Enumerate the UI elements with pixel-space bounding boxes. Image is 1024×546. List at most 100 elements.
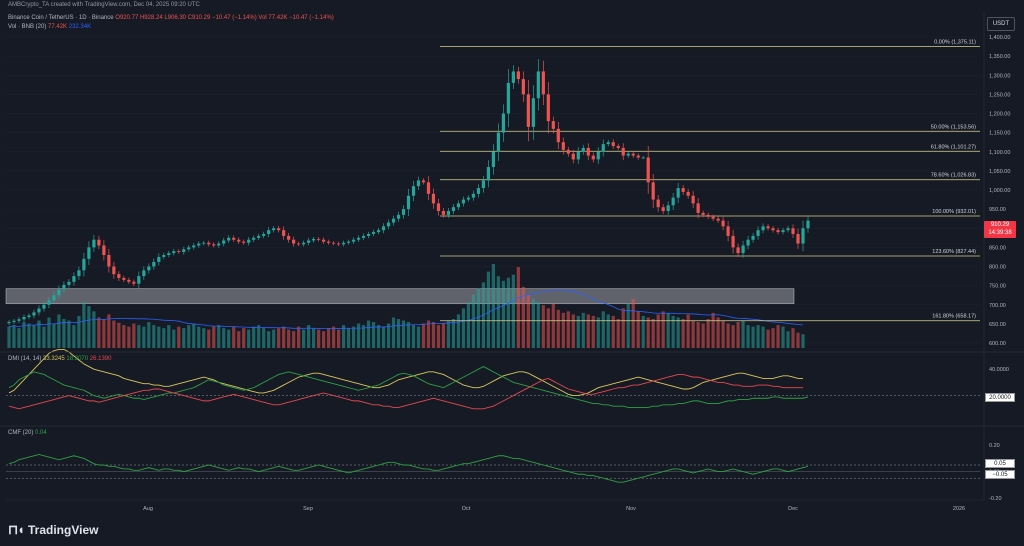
candle [381,223,386,234]
candle-body [506,82,510,114]
candle [287,232,291,243]
candle [576,147,580,164]
candle-body [661,207,665,212]
volume-bar [766,329,770,348]
volume-bar [401,320,406,348]
candle [162,252,166,260]
candle-body [361,235,366,238]
volume-bar [167,325,171,348]
volume-bar [461,308,466,348]
volume-bar [536,302,540,348]
price-tick-label: 650.00 [989,322,1006,328]
volume-bar [117,322,121,348]
legend-symbol-row[interactable]: Binance Coin / TetherUS · 1D · Binance O… [8,14,334,23]
candle-body [72,276,76,282]
candle-body [641,157,645,159]
volume-bar [157,326,161,348]
candle-body [436,203,441,212]
candle [317,237,321,242]
volume-bar [576,315,580,348]
candle-body [706,214,710,217]
volume-bar [431,322,436,348]
candle-body [47,300,51,305]
candle-body [591,155,595,160]
volume-bar [57,314,61,348]
price-tick-label: 950.00 [989,207,1006,213]
candle-body [421,180,426,183]
candle [636,153,640,160]
volume-label: Vol · BNB (20) [8,24,47,30]
candle [731,229,735,254]
candle [671,193,675,210]
candle [282,226,286,240]
candle-body [726,226,730,236]
candle [267,227,271,238]
volume-bar [182,328,186,348]
candle [616,143,620,151]
volume-bar [122,325,126,348]
current-price-tag: 910.29 14:39:38 [984,221,1016,238]
volume-bar [466,302,471,348]
volume-bar [227,329,231,348]
candle [586,143,590,161]
candle-body [42,304,46,309]
dmi-legend[interactable]: DMI (14, 14) 33.3245 18.3070 26.1390 [8,356,111,362]
volume-bar [676,317,680,348]
volume-bar [746,325,750,348]
candle [292,236,296,247]
volume-bar [312,328,316,348]
currency-button[interactable]: USDT [987,17,1015,31]
candle-body [441,211,446,215]
candle-body [481,180,486,189]
time-axis[interactable]: Aug Sep Oct Nov Dec 2026 [6,499,984,512]
candle [356,235,361,243]
price-tick-label: 1,350.00 [989,54,1010,60]
candle [341,240,346,247]
candle-body [646,157,650,183]
price-axis[interactable]: 600.00650.00700.00750.00800.00850.00900.… [983,12,1010,500]
dmi-adx-value: 33.3245 [43,356,65,362]
volume-bar [556,309,560,348]
candle-body [676,188,680,198]
volume-bar [381,326,386,348]
volume-bar [711,312,715,348]
volume-bar [361,325,366,348]
price-tick-label: 1,100.00 [989,150,1010,156]
volume-bar [516,267,520,348]
candle-body [611,142,615,147]
legend-volume-row[interactable]: Vol · BNB (20) 77.42K 232.34K [8,23,334,32]
volume-bar [277,328,281,348]
candle-body [446,211,451,215]
candle-body [456,203,461,208]
candle [331,240,336,246]
price-tick-label: 850.00 [989,245,1006,251]
candle [252,235,256,243]
volume-bar [92,311,96,348]
candle-body [366,233,371,236]
volume-ma [8,289,804,330]
volume-bar [471,294,476,348]
candle [476,184,481,198]
volume-bar [776,325,780,348]
volume-bar [551,303,555,348]
candle [501,104,505,142]
candle-body [371,232,376,234]
candle-body [277,228,281,231]
candle [516,66,520,84]
time-tick-label: Aug [143,506,153,512]
candle-body [341,242,346,245]
candle [232,235,236,243]
candle-body [626,153,630,156]
candle-body [27,315,31,317]
volume-bar [147,322,151,348]
candle-body [451,207,456,212]
candle-body [37,308,41,313]
cmf-legend[interactable]: CMF (20) 0.04 [8,430,47,436]
candle [117,271,121,282]
time-tick-label: Nov [626,506,636,512]
volume-bar [82,302,86,348]
tradingview-brand[interactable]: ⊓◖ TradingView [8,522,98,538]
candle-body [346,241,351,243]
candle-body [192,245,196,248]
